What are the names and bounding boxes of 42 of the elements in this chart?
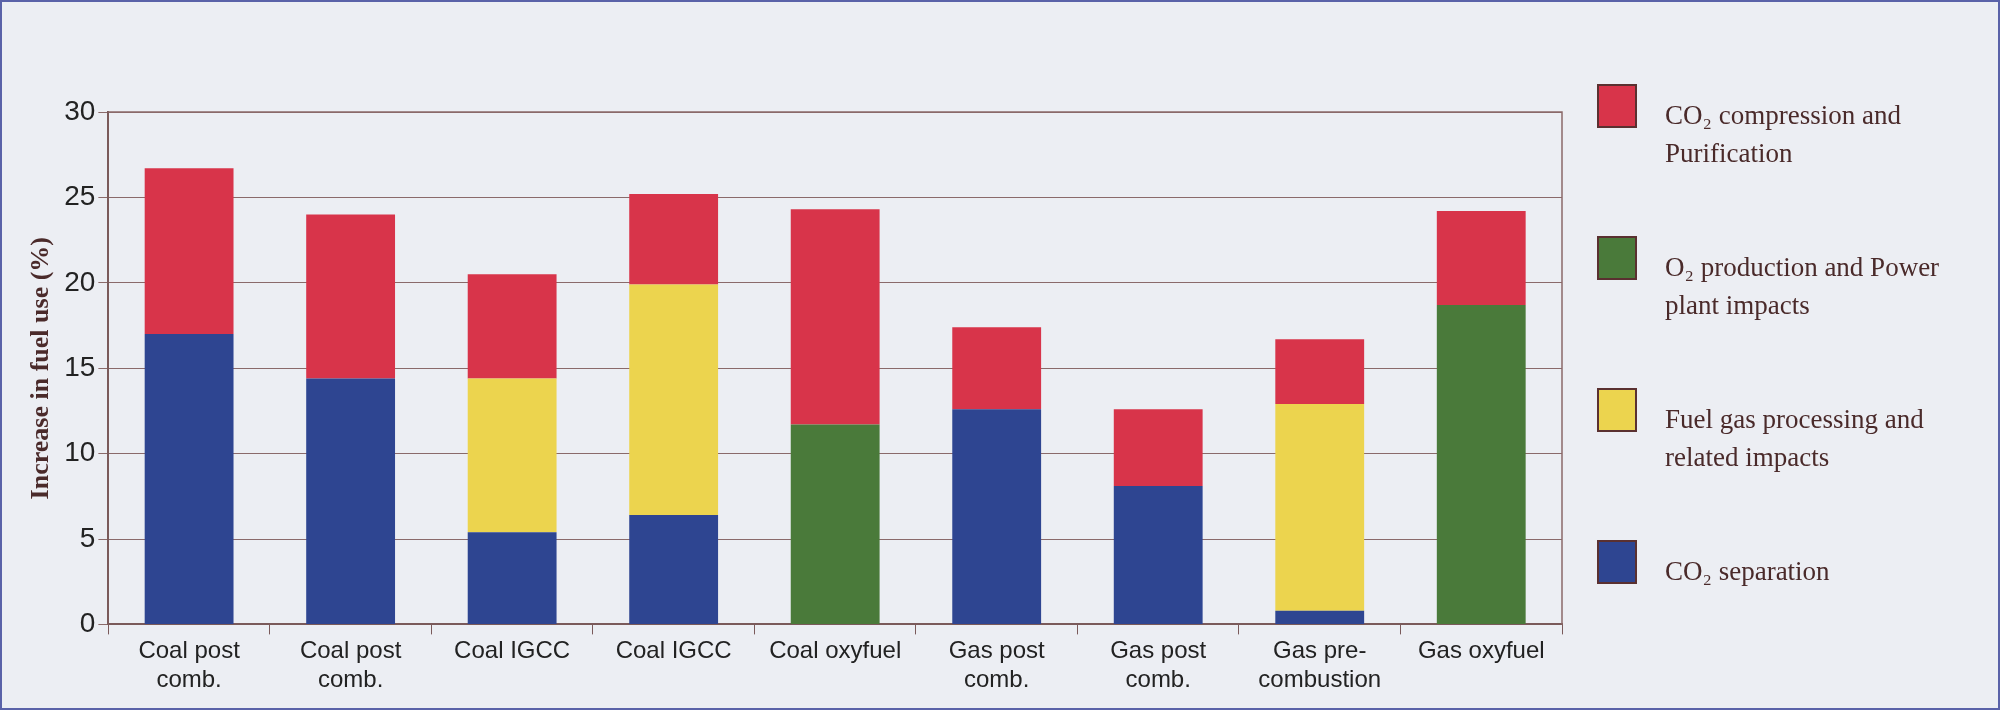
bar — [467, 532, 557, 624]
x-tick-label: Gas pre-combustion — [1258, 636, 1382, 693]
bar — [1275, 610, 1365, 624]
y-tick-label: 20 — [64, 265, 96, 297]
bar — [790, 209, 880, 425]
bar — [1275, 339, 1365, 405]
x-tick-label: Gas oxyfuel — [1417, 636, 1545, 664]
x-tick-label: Coal post comb. — [138, 636, 241, 693]
bar — [952, 409, 1042, 624]
x-tick-label: Coal oxyfuel — [769, 636, 902, 664]
x-tick-label: Gas post comb. — [1110, 636, 1207, 693]
legend-label: Fuel gas processing and related impacts — [1665, 403, 1925, 474]
y-tick-label: 15 — [64, 350, 96, 382]
bar — [1113, 409, 1203, 487]
y-tick-label: 25 — [64, 180, 96, 212]
bar — [1275, 404, 1365, 611]
bar — [790, 424, 880, 624]
bar — [144, 334, 234, 624]
bar — [144, 168, 234, 335]
bar — [467, 274, 557, 379]
bar — [1436, 305, 1526, 624]
bar — [629, 193, 719, 285]
bar — [306, 214, 396, 379]
y-tick-label: 10 — [64, 436, 96, 468]
bar — [629, 515, 719, 624]
x-tick-label: Coal IGCC — [454, 636, 571, 664]
y-tick-label: 30 — [64, 94, 96, 126]
y-tick-label: 5 — [79, 521, 96, 553]
bar — [1113, 486, 1203, 624]
x-tick-label: Coal IGCC — [615, 636, 732, 664]
bar — [629, 284, 719, 516]
y-axis-title: Increase in fuel use (%) — [25, 237, 55, 500]
x-tick-label: Gas post comb. — [948, 636, 1046, 693]
legend-label: CO₂ separation — [1665, 555, 1831, 588]
bar — [467, 378, 557, 533]
legend-label: CO₂ compression and Purification — [1665, 99, 1902, 170]
bar — [1436, 211, 1526, 305]
bar — [952, 327, 1042, 410]
bar — [306, 378, 396, 624]
y-tick-label: 0 — [79, 607, 96, 639]
x-tick-label: Coal post comb. — [299, 636, 402, 693]
legend-label: O₂ production and Power plant impacts — [1665, 251, 1941, 322]
